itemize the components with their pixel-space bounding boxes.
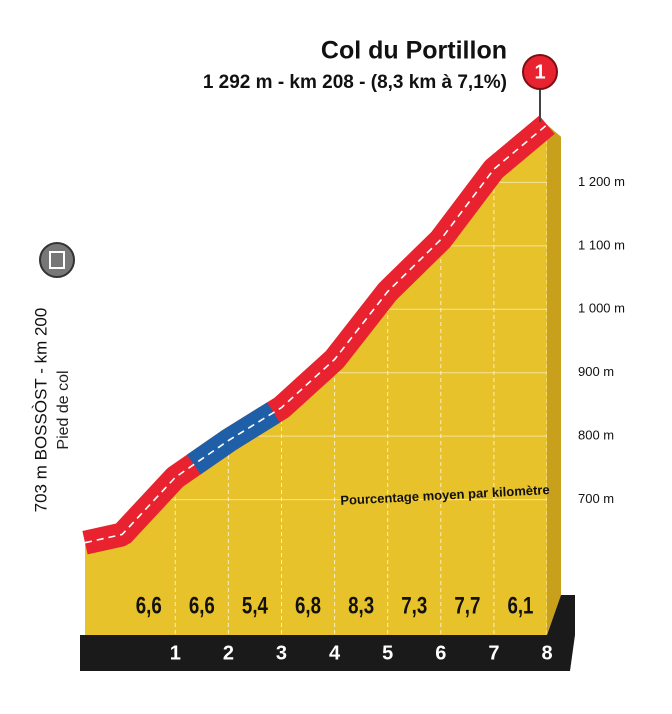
x-tick-label: 7 xyxy=(488,642,499,664)
y-tick-label: 1 200 m xyxy=(578,174,625,189)
start-note: Pied de col xyxy=(55,370,72,449)
grade-label: 6,6 xyxy=(189,592,215,619)
x-tick-label: 1 xyxy=(170,642,181,664)
y-tick-label: 1 100 m xyxy=(578,237,625,252)
chart-subtitle: 1 292 m - km 208 - (8,3 km à 7,1%) xyxy=(203,72,507,93)
grade-label: 7,7 xyxy=(454,592,480,619)
profile-center-line xyxy=(84,124,548,544)
grade-label: 6,8 xyxy=(295,592,321,619)
start-icon xyxy=(39,242,75,278)
start-icon-glyph xyxy=(49,251,65,269)
grade-label: 6,6 xyxy=(136,592,162,619)
x-tick-label: 4 xyxy=(329,642,341,664)
grade-label: 5,4 xyxy=(242,592,268,619)
grade-label: 7,3 xyxy=(401,592,427,619)
marker-circle xyxy=(522,54,558,90)
base-side xyxy=(547,595,575,671)
x-tick-label: 3 xyxy=(276,642,287,664)
chart-title: Col du Portillon xyxy=(321,37,507,65)
profile-body xyxy=(80,124,575,671)
y-tick-label: 800 m xyxy=(578,428,614,443)
base-band xyxy=(80,635,570,671)
y-tick-label: 1 000 m xyxy=(578,301,625,316)
x-tick-label: 5 xyxy=(382,642,393,664)
side-face xyxy=(547,124,561,636)
x-tick-label: 8 xyxy=(541,642,552,664)
x-tick-label: 6 xyxy=(435,642,446,664)
grade-label: 8,3 xyxy=(348,592,374,619)
x-tick-label: 2 xyxy=(223,642,234,664)
profile-front xyxy=(82,115,555,555)
marker-label: 1 xyxy=(534,61,545,83)
start-label: 703 m BOSSÒST - km 200 xyxy=(31,308,50,513)
grade-label: 6,1 xyxy=(507,592,533,619)
y-tick-label: 700 m xyxy=(578,491,614,506)
y-tick-label: 900 m xyxy=(578,364,614,379)
